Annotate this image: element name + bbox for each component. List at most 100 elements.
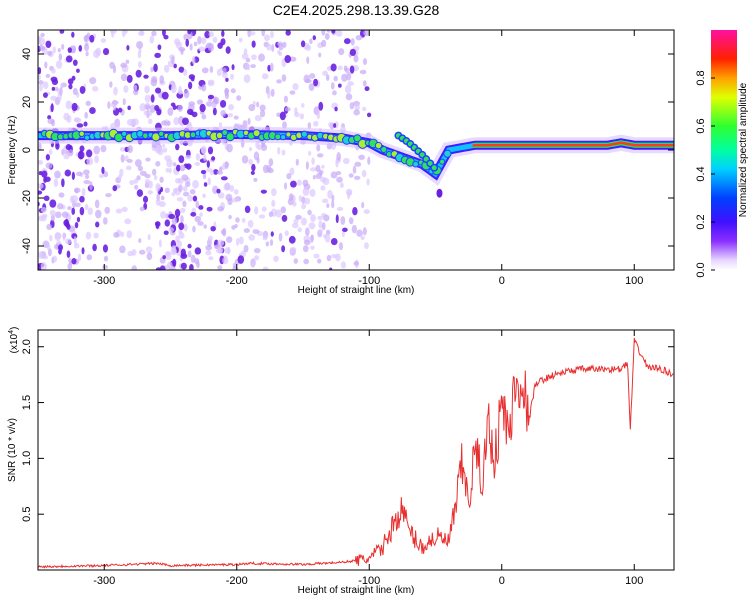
noise-speckle [94, 199, 100, 209]
noise-speckle [343, 65, 348, 72]
noise-speckle [203, 182, 208, 187]
noise-speckle [358, 154, 365, 160]
noise-speckle [110, 30, 115, 38]
x-tick-label: 0 [499, 275, 505, 287]
noise-speckle [54, 211, 62, 219]
noise-speckle [289, 56, 297, 62]
noise-speckle [197, 36, 202, 45]
noise-speckle [38, 251, 44, 259]
noise-speckle [226, 143, 233, 153]
noise-speckle [71, 75, 76, 81]
noise-speckle [208, 31, 215, 38]
noise-speckle [340, 261, 347, 269]
noise-speckle [189, 189, 196, 195]
noise-speckle [131, 265, 137, 270]
noise-speckle [316, 153, 324, 158]
noise-speckle [165, 213, 169, 219]
noise-speckle [307, 122, 312, 129]
noise-speckle [120, 154, 125, 163]
noise-speckle [54, 170, 61, 179]
noise-speckle [326, 254, 332, 262]
x-tick-label: 100 [625, 575, 643, 587]
noise-speckle [354, 103, 360, 111]
noise-speckle [342, 157, 350, 165]
noise-speckle [230, 73, 235, 80]
noise-speckle [206, 206, 213, 212]
noise-speckle [339, 182, 344, 189]
noise-speckle [39, 83, 43, 92]
noise-speckle [68, 83, 73, 90]
noise-speckle [363, 209, 370, 215]
noise-speckle [251, 40, 256, 48]
noise-speckle [333, 75, 338, 82]
noise-speckle [249, 31, 256, 36]
noise-speckle [38, 170, 43, 176]
noise-speckle [226, 236, 233, 244]
noise-speckle [71, 171, 75, 181]
noise-speckle [293, 258, 299, 264]
noise-speckle [217, 206, 224, 212]
ridge-blob [353, 134, 362, 143]
noise-speckle [318, 101, 324, 111]
noise-speckle [174, 38, 181, 46]
noise-speckle [336, 206, 344, 211]
noise-speckle [330, 237, 338, 246]
noise-speckle [302, 245, 309, 253]
noise-speckle [234, 223, 238, 229]
noise-speckle [45, 154, 51, 161]
noise-speckle [325, 74, 330, 81]
noise-speckle [177, 89, 184, 95]
noise-speckle [154, 105, 160, 112]
noise-speckle [93, 232, 99, 239]
noise-speckle [166, 261, 173, 270]
y-tick-label: 20 [21, 96, 33, 108]
noise-speckle [195, 153, 201, 161]
noise-speckle [179, 164, 186, 172]
noise-speckle [259, 104, 266, 112]
ridge-blob [158, 130, 165, 137]
noise-speckle [120, 62, 127, 68]
colorbar-tick-label: 0.6 [695, 118, 707, 133]
noise-speckle [171, 245, 176, 253]
noise-speckle [278, 232, 283, 242]
noise-speckle [85, 100, 91, 106]
noise-speckle [166, 159, 173, 168]
noise-speckle [347, 81, 354, 86]
bottom-x-axis-label: Height of straight line (km) [298, 585, 415, 596]
noise-speckle [289, 90, 296, 95]
noise-speckle [180, 248, 186, 257]
noise-speckle [168, 227, 174, 233]
noise-speckle [251, 163, 256, 172]
noise-speckle [74, 221, 79, 229]
noise-speckle [120, 73, 128, 82]
noise-speckle [137, 50, 142, 59]
noise-speckle [71, 207, 76, 215]
noise-speckle [172, 188, 178, 194]
noise-speckle [50, 103, 54, 113]
noise-speckle [222, 227, 227, 237]
noise-speckle [337, 65, 343, 71]
bottom-x-axis: -300 -200 -100 0 100 [93, 330, 643, 587]
noise-speckle [71, 102, 78, 112]
colorbar-tick-label: 0.4 [695, 166, 707, 181]
y-tick-label: 2.0 [21, 339, 33, 354]
ridge-blob [225, 132, 235, 142]
noise-speckle [173, 63, 177, 69]
noise-speckle [321, 30, 326, 36]
noise-speckle [301, 103, 305, 108]
colorbar-gradient [711, 30, 737, 270]
noise-speckle [72, 87, 78, 96]
noise-speckle [321, 198, 329, 204]
noise-speckle [67, 78, 74, 85]
noise-speckle [309, 167, 317, 172]
noise-speckle [352, 165, 357, 174]
noise-speckle [201, 67, 209, 74]
noise-speckle [318, 220, 323, 229]
noise-speckle [161, 91, 169, 100]
noise-speckle [76, 123, 84, 128]
noise-speckle [89, 107, 96, 114]
noise-speckle [85, 231, 92, 240]
noise-speckle [322, 70, 328, 76]
noise-speckle [250, 260, 255, 268]
